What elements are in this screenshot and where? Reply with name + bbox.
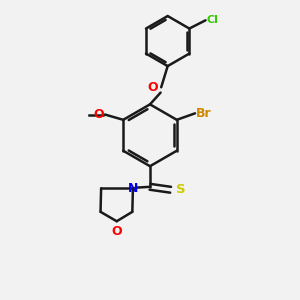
Text: O: O	[111, 225, 122, 238]
Text: O: O	[147, 81, 158, 94]
Text: Br: Br	[196, 106, 212, 119]
Text: Cl: Cl	[206, 15, 218, 25]
Text: N: N	[128, 182, 138, 195]
Text: O: O	[94, 108, 104, 121]
Text: S: S	[176, 183, 185, 196]
